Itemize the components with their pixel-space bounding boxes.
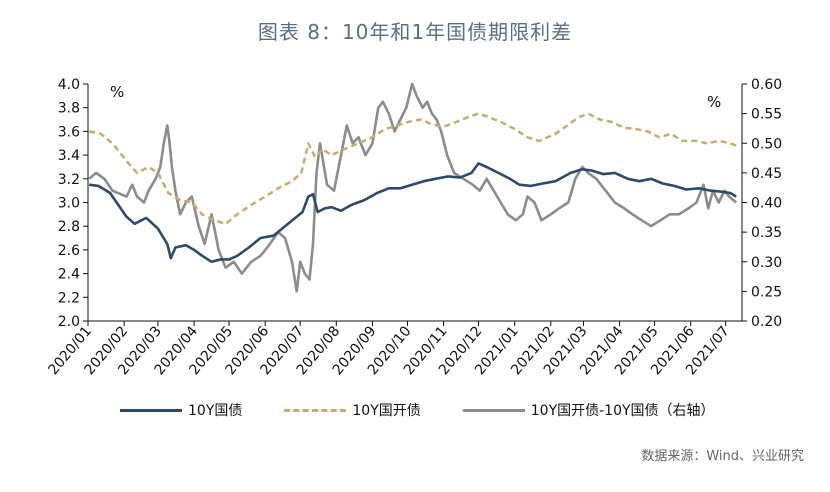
right-tick-label: 0.30 [751,255,782,271]
right-tick-label: 0.45 [751,166,782,182]
left-tick-label: 2.2 [58,290,80,306]
legend-swatch-spread [462,408,525,412]
legend-swatch-10y-treasury [120,408,182,412]
legend-item-10y-treasury: 10Y国债 [120,400,242,420]
chart-title: 图表 8：10年和1年国债期限利差 [257,20,573,44]
chart-lines [88,82,738,293]
series-line-10y-cdb [88,112,737,226]
legend-swatch-10y-cdb [284,408,347,412]
series-line-10y-treasury [89,162,737,264]
legend-label-spread: 10Y国开债-10Y国债（右轴） [530,403,715,419]
right-tick-label: 0.25 [751,284,782,300]
right-tick-label: 0.40 [751,196,782,212]
right-tick-label: 0.60 [751,77,782,93]
left-tick-label: 2.0 [58,314,80,330]
left-tick-label: 3.0 [58,196,80,212]
left-tick-label: 3.8 [58,101,80,117]
right-tick-label: 0.55 [751,107,782,123]
source-note: 数据来源：Wind、兴业研究 [641,449,804,464]
right-tick-label: 0.50 [751,136,782,152]
legend-item-spread: 10Y国开债-10Y国债（右轴） [462,400,715,420]
left-tick-label: 3.6 [58,124,80,140]
series-line-spread [88,82,738,293]
legend-label-10y-cdb: 10Y国开债 [352,403,421,419]
chart-legend: 10Y国债 10Y国开债 10Y国开债-10Y国债（右轴） [120,400,757,420]
line-chart: 2.0 2.2 2.4 2.6 2.8 3.0 3.2 3.4 3.6 3.8 4.0 0.20 0.2… [45,77,782,378]
left-tick-label: 3.2 [58,172,80,188]
right-tick-label: 0.35 [751,225,782,241]
left-tick-label: 4.0 [58,77,80,93]
legend-label-10y-treasury: 10Y国债 [188,403,243,419]
left-tick-label: 2.8 [58,219,80,235]
right-axis-unit: % [707,93,721,111]
legend-item-10y-cdb: 10Y国开债 [284,400,421,420]
left-tick-label: 2.6 [58,243,80,259]
right-tick-label: 0.20 [751,314,782,330]
left-axis-unit: % [110,83,124,101]
left-tick-label: 2.4 [58,267,80,283]
left-tick-label: 3.4 [58,148,80,164]
